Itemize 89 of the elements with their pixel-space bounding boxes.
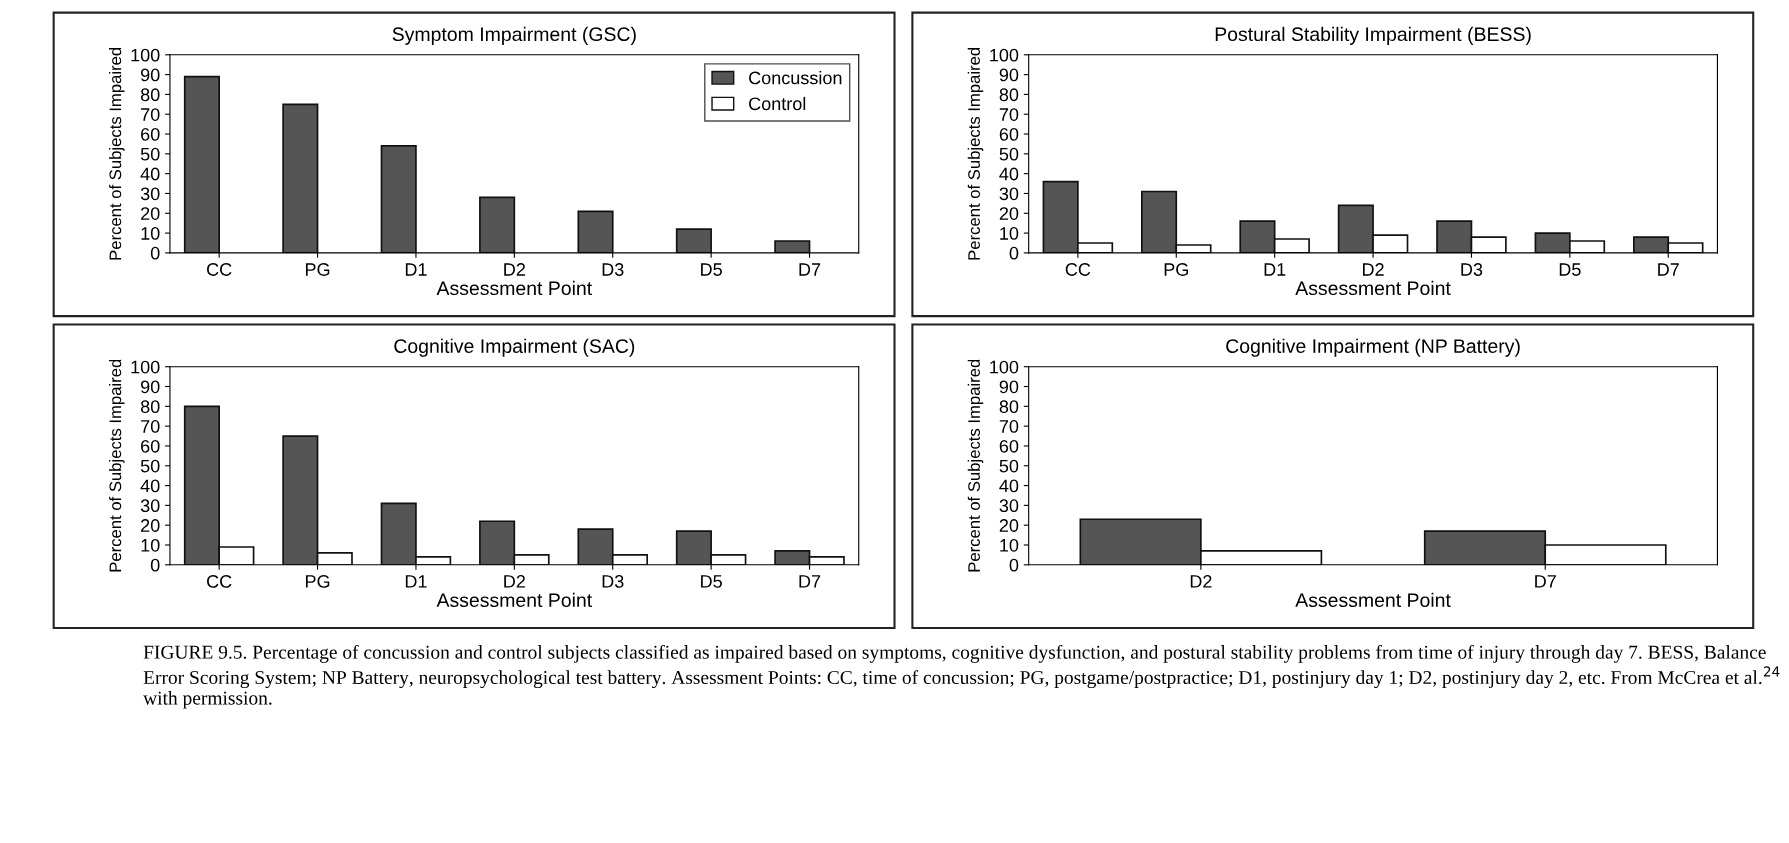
x-tick-label: D3 <box>602 263 624 276</box>
x-tick-label: D3 <box>1461 263 1483 276</box>
y-tick-label: 70 <box>141 420 160 433</box>
y-tick-label: 60 <box>141 439 160 453</box>
y-tick-label: 50 <box>999 147 1019 161</box>
y-tick-label: 100 <box>990 360 1019 374</box>
bar <box>577 210 614 253</box>
y-tick-label: 10 <box>1000 538 1019 552</box>
x-tick-label: D5 <box>701 575 722 588</box>
y-tick-label: 30 <box>140 187 160 201</box>
x-tick-label: D7 <box>799 575 821 588</box>
y-tick-label: 10 <box>1000 227 1019 240</box>
legend-label: Control <box>749 96 806 111</box>
x-tick-label: D2 <box>1363 263 1384 276</box>
x-tick-label: D2 <box>504 263 525 276</box>
y-tick-label: 30 <box>999 187 1019 201</box>
y-tick-label: 70 <box>999 108 1019 121</box>
x-tick-label: D7 <box>799 263 821 276</box>
y-tick-label: 60 <box>999 127 1019 141</box>
y-axis-title: Percent of Subjects Impaired <box>967 359 984 572</box>
y-tick-label: 20 <box>141 207 160 220</box>
y-tick-label: 80 <box>140 400 160 414</box>
bar <box>479 196 516 253</box>
y-tick-label: 60 <box>999 439 1019 453</box>
y-tick-label: 0 <box>1009 246 1019 260</box>
y-tick-label: 40 <box>140 167 160 181</box>
chart-title: Cognitive Impairment (NP Battery) <box>1226 338 1520 357</box>
y-tick-label: 100 <box>131 360 160 374</box>
x-tick-label: D5 <box>1559 263 1581 276</box>
y-tick-label: 0 <box>150 246 160 260</box>
y-tick-label: 20 <box>999 519 1019 532</box>
x-axis-title: Assessment Point <box>1295 592 1451 608</box>
legend-label: Concussion <box>749 71 842 85</box>
y-tick-label: 0 <box>150 558 160 572</box>
x-tick-label: CC <box>207 263 232 276</box>
x-tick-label: D1 <box>1264 263 1286 276</box>
x-axis-title: Assessment Point <box>436 280 593 296</box>
y-tick-label: 70 <box>141 108 160 121</box>
y-tick-label: 90 <box>141 68 160 82</box>
y-tick-label: 40 <box>140 479 160 493</box>
y-tick-label: 30 <box>140 499 160 513</box>
x-tick-label: D7 <box>1535 575 1556 588</box>
y-axis-title: Percent of Subjects Impaired <box>967 47 984 260</box>
x-tick-label: D2 <box>1190 575 1212 588</box>
x-tick-label: PG <box>305 263 330 276</box>
x-tick-label: D2 <box>504 575 525 588</box>
chart-title: Cognitive Impairment (SAC) <box>394 338 635 357</box>
bar <box>774 240 811 253</box>
y-tick-label: 100 <box>131 48 160 62</box>
x-axis-title: Assessment Point <box>1295 280 1451 296</box>
y-tick-label: 50 <box>999 459 1019 473</box>
y-tick-label: 10 <box>141 538 160 552</box>
chart-title: Postural Stability Impairment (BESS) <box>1215 26 1531 45</box>
x-tick-label: D3 <box>602 575 624 588</box>
y-tick-label: 10 <box>141 227 160 240</box>
chart-title: Symptom Impairment (GSC) <box>392 26 636 45</box>
y-tick-label: 20 <box>999 207 1019 220</box>
y-tick-label: 20 <box>141 519 160 532</box>
y-tick-label: 30 <box>999 499 1019 513</box>
y-tick-label: 80 <box>999 88 1019 102</box>
x-tick-label: PG <box>305 575 330 588</box>
y-tick-label: 50 <box>140 459 160 473</box>
x-tick-label: D1 <box>405 263 427 276</box>
y-tick-label: 40 <box>999 479 1019 493</box>
bar <box>380 145 417 253</box>
y-tick-label: 60 <box>141 127 160 141</box>
x-tick-label: D1 <box>405 575 427 588</box>
y-tick-label: 50 <box>140 147 160 161</box>
y-tick-label: 90 <box>999 68 1019 82</box>
bar <box>282 103 319 253</box>
x-tick-label: D7 <box>1658 263 1679 276</box>
y-axis-title: Percent of Subjects Impaired <box>109 47 125 260</box>
x-tick-label: D5 <box>701 263 722 276</box>
y-tick-label: 80 <box>140 88 160 102</box>
x-axis-title: Assessment Point <box>436 592 593 608</box>
y-tick-label: 90 <box>999 380 1019 394</box>
bar <box>183 75 220 253</box>
bar <box>675 228 712 253</box>
y-tick-label: 100 <box>990 48 1019 62</box>
y-tick-label: 90 <box>141 380 160 394</box>
y-tick-label: 0 <box>1009 558 1019 572</box>
text: FIGURE 9.5. Percentage of concussion and control subjects classified as impaired based on symptoms, cognitive dysfunction, and postural stability problems from time of injury through day 7. BESS, Balance Error Scoring System; NP Battery, neuropsychological test battery. Assessment Points: CC, time of concussion; PG, postgame/postpractice; D1, postinjury day 1; D2, postinjury day 2, etc. From McCrea et al.$^{24}$ with permission. <box>143 644 1780 709</box>
y-tick-label: 80 <box>999 400 1019 414</box>
x-tick-label: PG <box>1164 263 1188 276</box>
y-tick-label: 70 <box>999 420 1019 433</box>
x-tick-label: CC <box>1065 263 1091 276</box>
y-axis-title: Percent of Subjects Impaired <box>109 359 125 572</box>
y-tick-label: 40 <box>999 167 1019 181</box>
x-tick-label: CC <box>207 575 232 588</box>
